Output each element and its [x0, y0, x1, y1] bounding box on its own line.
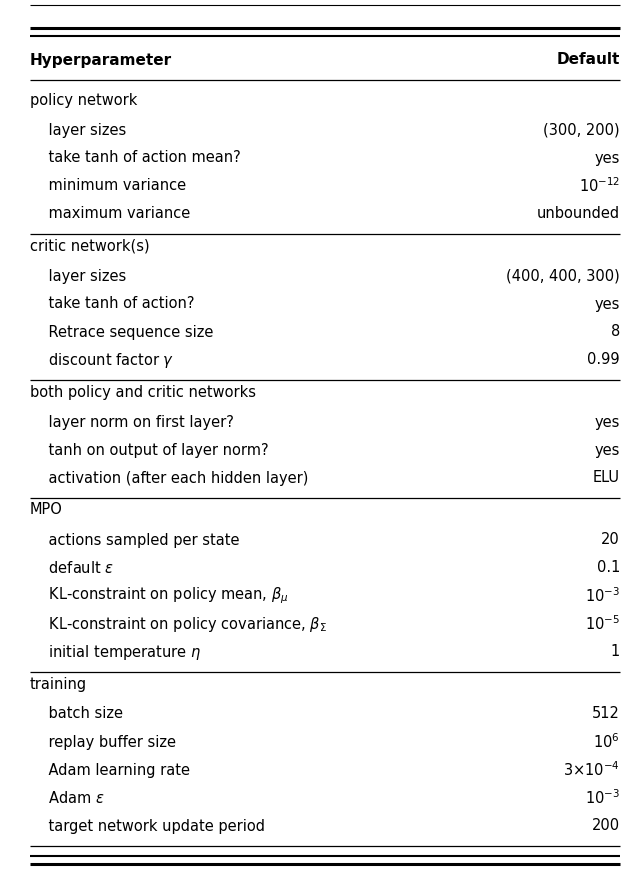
Text: $3{\times}10^{-4}$: $3{\times}10^{-4}$: [563, 760, 620, 780]
Text: $10^{-3}$: $10^{-3}$: [585, 587, 620, 605]
Text: (400, 400, 300): (400, 400, 300): [506, 269, 620, 284]
Text: Adam $\epsilon$: Adam $\epsilon$: [30, 790, 105, 806]
Text: unbounded: unbounded: [537, 206, 620, 221]
Text: MPO: MPO: [30, 502, 63, 517]
Text: policy network: policy network: [30, 93, 138, 107]
Text: batch size: batch size: [30, 707, 123, 722]
Text: 1: 1: [611, 645, 620, 660]
Text: Hyperparameter: Hyperparameter: [30, 53, 172, 68]
Text: take tanh of action mean?: take tanh of action mean?: [30, 151, 241, 166]
Text: target network update period: target network update period: [30, 818, 265, 833]
Text: actions sampled per state: actions sampled per state: [30, 532, 239, 547]
Text: (300, 200): (300, 200): [543, 122, 620, 137]
Text: critic network(s): critic network(s): [30, 239, 150, 254]
Text: KL-constraint on policy mean, $\beta_{\mu}$: KL-constraint on policy mean, $\beta_{\m…: [30, 586, 289, 606]
Text: KL-constraint on policy covariance, $\beta_{\Sigma}$: KL-constraint on policy covariance, $\be…: [30, 615, 327, 633]
Text: discount factor $\gamma$: discount factor $\gamma$: [30, 351, 174, 369]
Text: initial temperature $\eta$: initial temperature $\eta$: [30, 642, 201, 662]
Text: tanh on output of layer norm?: tanh on output of layer norm?: [30, 442, 269, 457]
Text: Retrace sequence size: Retrace sequence size: [30, 324, 213, 339]
Text: 512: 512: [592, 707, 620, 722]
Text: ELU: ELU: [593, 470, 620, 485]
Text: 0.1: 0.1: [596, 560, 620, 575]
Text: default $\epsilon$: default $\epsilon$: [30, 560, 114, 576]
Text: both policy and critic networks: both policy and critic networks: [30, 384, 256, 399]
Text: $10^{6}$: $10^{6}$: [593, 733, 620, 751]
Text: 200: 200: [592, 818, 620, 833]
Text: yes: yes: [595, 442, 620, 457]
Text: 8: 8: [611, 324, 620, 339]
Text: $10^{-3}$: $10^{-3}$: [585, 788, 620, 807]
Text: training: training: [30, 677, 87, 692]
Text: layer sizes: layer sizes: [30, 122, 126, 137]
Text: Adam learning rate: Adam learning rate: [30, 762, 190, 778]
Text: yes: yes: [595, 297, 620, 312]
Text: Default: Default: [557, 53, 620, 68]
Text: minimum variance: minimum variance: [30, 179, 186, 194]
Text: activation (after each hidden layer): activation (after each hidden layer): [30, 470, 308, 485]
Text: yes: yes: [595, 414, 620, 430]
Text: layer sizes: layer sizes: [30, 269, 126, 284]
Text: 20: 20: [601, 532, 620, 547]
Text: $10^{-12}$: $10^{-12}$: [579, 177, 620, 196]
Text: 0.99: 0.99: [588, 352, 620, 367]
Text: replay buffer size: replay buffer size: [30, 735, 176, 750]
Text: yes: yes: [595, 151, 620, 166]
Text: maximum variance: maximum variance: [30, 206, 190, 221]
Text: layer norm on first layer?: layer norm on first layer?: [30, 414, 234, 430]
Text: $10^{-5}$: $10^{-5}$: [585, 615, 620, 633]
Text: take tanh of action?: take tanh of action?: [30, 297, 195, 312]
